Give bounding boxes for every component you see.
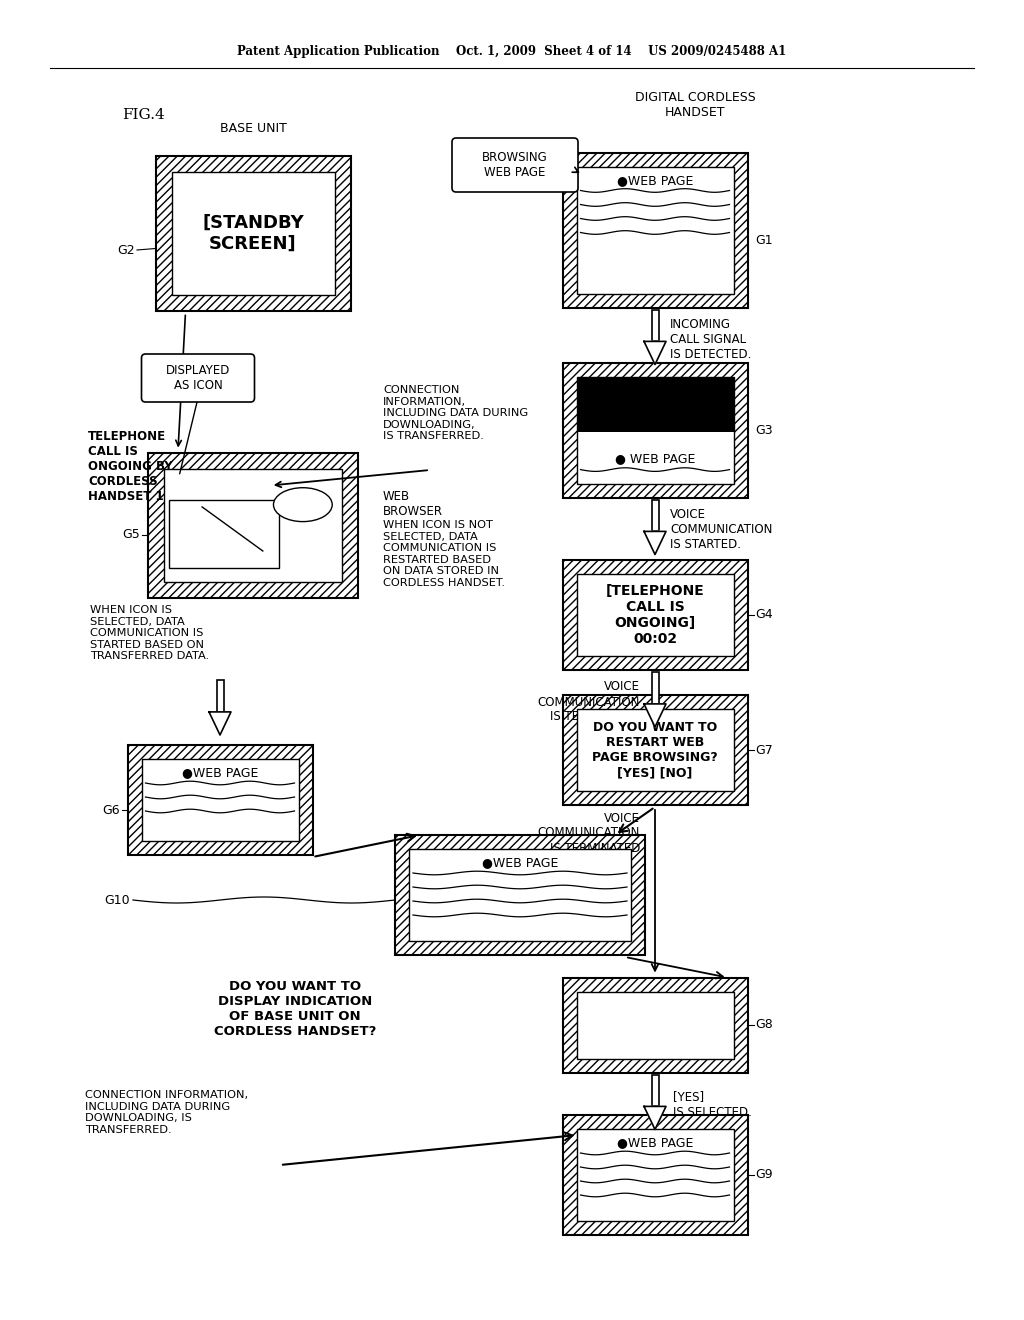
Bar xyxy=(577,1129,733,1221)
Text: FIG.4: FIG.4 xyxy=(122,108,165,121)
Bar xyxy=(577,376,733,483)
Bar xyxy=(169,500,280,568)
Bar xyxy=(562,363,748,498)
Bar xyxy=(562,153,748,308)
Bar xyxy=(148,453,358,598)
FancyBboxPatch shape xyxy=(452,139,578,191)
Text: ●WEB PAGE: ●WEB PAGE xyxy=(482,857,558,870)
Bar xyxy=(141,759,299,841)
Bar xyxy=(562,153,748,308)
Text: DISPLAYED
AS ICON: DISPLAYED AS ICON xyxy=(166,364,230,392)
Bar xyxy=(562,560,748,671)
Bar xyxy=(409,849,631,941)
Bar xyxy=(148,453,358,598)
Text: INCOMING
CALL SIGNAL
IS DETECTED.: INCOMING CALL SIGNAL IS DETECTED. xyxy=(670,318,752,360)
Text: VOICE
COMMUNICATION
IS TERMINATED: VOICE COMMUNICATION IS TERMINATED xyxy=(538,681,640,723)
Polygon shape xyxy=(644,342,666,364)
Bar xyxy=(577,709,733,791)
Text: [STANDBY
SCREEN]: [STANDBY SCREEN] xyxy=(202,214,304,252)
Bar xyxy=(577,574,733,656)
Bar xyxy=(651,309,658,342)
Polygon shape xyxy=(644,532,666,554)
Bar xyxy=(562,978,748,1072)
Text: ● WEB PAGE: ● WEB PAGE xyxy=(614,453,695,466)
Bar xyxy=(562,696,748,805)
Text: DO YOU WANT TO
DISPLAY INDICATION
OF BASE UNIT ON
CORDLESS HANDSET?: DO YOU WANT TO DISPLAY INDICATION OF BAS… xyxy=(214,979,376,1038)
Text: G10: G10 xyxy=(104,894,130,907)
Text: G2: G2 xyxy=(118,243,135,256)
Bar xyxy=(562,560,748,671)
Text: G3: G3 xyxy=(756,424,773,437)
FancyBboxPatch shape xyxy=(141,354,255,403)
Bar xyxy=(577,376,733,432)
Bar xyxy=(562,363,748,498)
Bar xyxy=(156,156,350,310)
Text: CONNECTION INFORMATION,
INCLUDING DATA DURING
DOWNLOADING, IS
TRANSFERRED.: CONNECTION INFORMATION, INCLUDING DATA D… xyxy=(85,1090,248,1135)
Bar xyxy=(577,166,733,293)
Bar xyxy=(562,1115,748,1236)
Bar xyxy=(562,1115,748,1236)
Text: BASE UNIT: BASE UNIT xyxy=(219,121,287,135)
Bar xyxy=(651,1074,658,1106)
Text: VOICE
COMMUNICATION
IS TERMINATED: VOICE COMMUNICATION IS TERMINATED xyxy=(538,812,640,854)
Ellipse shape xyxy=(273,487,332,521)
Polygon shape xyxy=(209,711,231,735)
Text: ●WEB PAGE: ●WEB PAGE xyxy=(182,767,258,780)
Bar xyxy=(395,836,645,954)
Bar xyxy=(651,672,658,704)
Text: G6: G6 xyxy=(101,804,120,817)
Text: [TELEPHONE
CALL IS
ONGOING]
00:02: [TELEPHONE CALL IS ONGOING] 00:02 xyxy=(605,583,705,647)
Text: G5: G5 xyxy=(122,528,140,541)
Text: ●WEB PAGE: ●WEB PAGE xyxy=(616,1137,693,1150)
Text: WEB
BROWSER: WEB BROWSER xyxy=(383,490,443,517)
Text: WHEN ICON IS
SELECTED, DATA
COMMUNICATION IS
STARTED BASED ON
TRANSFERRED DATA.: WHEN ICON IS SELECTED, DATA COMMUNICATIO… xyxy=(90,605,209,661)
Polygon shape xyxy=(644,704,666,727)
Bar xyxy=(562,978,748,1072)
Text: G8: G8 xyxy=(756,1019,773,1031)
Bar xyxy=(128,744,312,855)
Bar xyxy=(128,744,312,855)
Text: TELEPHONE
CALL IS
ONGOING BY
CORDLESS
HANDSET 1: TELEPHONE CALL IS ONGOING BY CORDLESS HA… xyxy=(88,430,173,503)
Text: VOICE
COMMUNICATION
IS STARTED.: VOICE COMMUNICATION IS STARTED. xyxy=(670,508,772,550)
Text: G1: G1 xyxy=(756,234,773,247)
Text: DO YOU WANT TO
RESTART WEB
PAGE BROWSING?
[YES] [NO]: DO YOU WANT TO RESTART WEB PAGE BROWSING… xyxy=(592,721,718,779)
Bar xyxy=(164,469,342,582)
Text: DIGITAL CORDLESS
HANDSET: DIGITAL CORDLESS HANDSET xyxy=(635,91,756,119)
Bar xyxy=(216,680,223,711)
Text: G9: G9 xyxy=(756,1168,773,1181)
Bar xyxy=(577,991,733,1059)
Text: [YES]
IS SELECTED.: [YES] IS SELECTED. xyxy=(673,1090,752,1118)
Bar xyxy=(156,156,350,310)
Polygon shape xyxy=(644,1106,666,1130)
Text: Patent Application Publication    Oct. 1, 2009  Sheet 4 of 14    US 2009/0245488: Patent Application Publication Oct. 1, 2… xyxy=(238,45,786,58)
Text: CONNECTION
INFORMATION,
INCLUDING DATA DURING
DOWNLOADING,
IS TRANSFERRED.: CONNECTION INFORMATION, INCLUDING DATA D… xyxy=(383,385,528,441)
Bar xyxy=(562,696,748,805)
Text: WHEN ICON IS NOT
SELECTED, DATA
COMMUNICATION IS
RESTARTED BASED
ON DATA STORED : WHEN ICON IS NOT SELECTED, DATA COMMUNIC… xyxy=(383,520,505,587)
Text: G4: G4 xyxy=(756,609,773,622)
Bar xyxy=(651,499,658,532)
Bar xyxy=(171,172,335,294)
Text: BROWSING
WEB PAGE: BROWSING WEB PAGE xyxy=(482,150,548,180)
Text: G7: G7 xyxy=(756,743,773,756)
Text: ●WEB PAGE: ●WEB PAGE xyxy=(616,174,693,187)
Bar xyxy=(395,836,645,954)
